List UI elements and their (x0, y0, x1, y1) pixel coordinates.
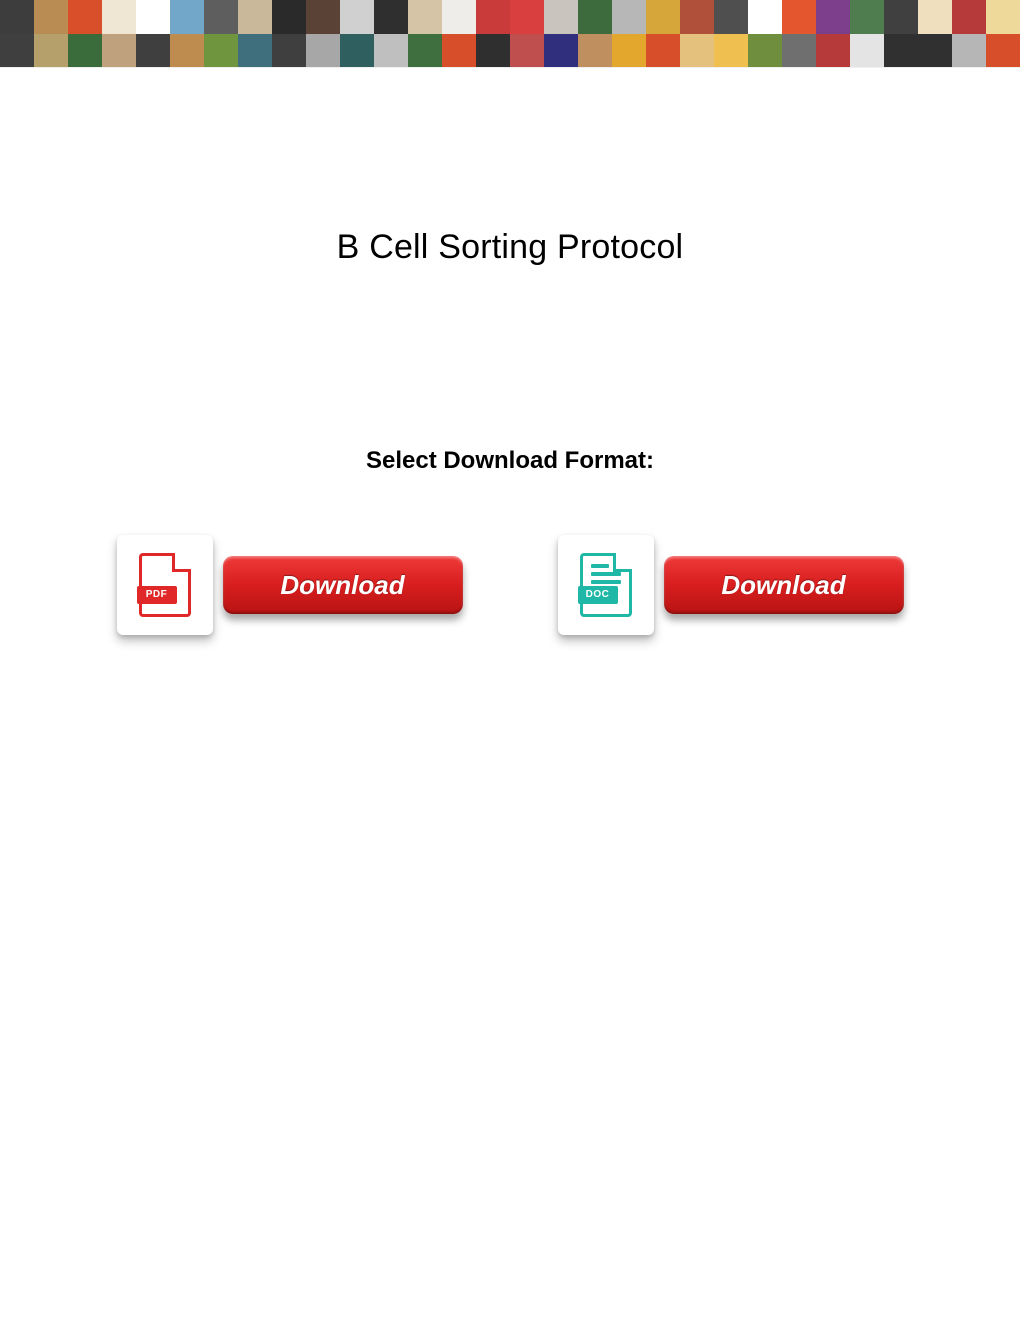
download-option-pdf[interactable]: PDF Download (117, 535, 463, 635)
banner-thumbnail-strip (0, 0, 1020, 68)
banner-thumb (850, 34, 884, 68)
download-button-pdf-label: Download (280, 570, 404, 601)
banner-thumb (34, 34, 68, 68)
banner-thumb (0, 0, 34, 34)
banner-thumb (0, 34, 34, 68)
banner-thumb (918, 34, 952, 68)
banner-thumb (782, 34, 816, 68)
banner-thumb (748, 34, 782, 68)
banner-thumb (306, 0, 340, 34)
banner-thumb (680, 0, 714, 34)
doc-file-icon: DOC (580, 553, 632, 617)
banner-thumb (68, 0, 102, 34)
banner-thumb (884, 0, 918, 34)
download-options-row: PDF Download DOC Download (0, 535, 1020, 635)
banner-thumb (884, 34, 918, 68)
banner-thumb (34, 0, 68, 34)
banner-thumb (170, 0, 204, 34)
banner-thumb (578, 0, 612, 34)
banner-thumb (544, 0, 578, 34)
banner-thumb (510, 34, 544, 68)
banner-thumb (68, 34, 102, 68)
banner-thumb (510, 0, 544, 34)
banner-thumb (238, 0, 272, 34)
banner-thumb (612, 34, 646, 68)
banner-thumb (850, 0, 884, 34)
banner-thumb (306, 34, 340, 68)
banner-thumb (340, 0, 374, 34)
banner-thumb (442, 0, 476, 34)
banner-thumb (170, 34, 204, 68)
banner-thumb (748, 0, 782, 34)
banner-thumb (816, 34, 850, 68)
doc-file-badge: DOC (558, 535, 654, 635)
banner-thumb (272, 34, 306, 68)
banner-thumb (952, 0, 986, 34)
banner-thumb (408, 0, 442, 34)
banner-thumb (816, 0, 850, 34)
banner-thumb (102, 0, 136, 34)
banner-thumb (782, 0, 816, 34)
banner-thumb (714, 0, 748, 34)
banner-thumb (136, 34, 170, 68)
banner-thumb (272, 0, 306, 34)
banner-thumb (544, 34, 578, 68)
banner-thumb (408, 34, 442, 68)
banner-thumb (578, 34, 612, 68)
page-title: B Cell Sorting Protocol (0, 228, 1020, 267)
banner-thumb (204, 0, 238, 34)
pdf-file-badge: PDF (117, 535, 213, 635)
banner-thumb (952, 34, 986, 68)
banner-thumb (612, 0, 646, 34)
banner-thumb (476, 0, 510, 34)
banner-thumb (986, 0, 1020, 34)
banner-thumb (374, 34, 408, 68)
banner-thumb (476, 34, 510, 68)
select-format-heading: Select Download Format: (0, 447, 1020, 475)
download-button-pdf[interactable]: Download (223, 556, 463, 614)
banner-thumb (442, 34, 476, 68)
download-option-doc[interactable]: DOC Download (558, 535, 904, 635)
pdf-file-icon: PDF (139, 553, 191, 617)
banner-thumb (340, 34, 374, 68)
download-button-doc[interactable]: Download (664, 556, 904, 614)
pdf-icon-label: PDF (137, 586, 177, 604)
banner-thumb (374, 0, 408, 34)
banner-thumb (680, 34, 714, 68)
banner-thumb (646, 34, 680, 68)
download-button-doc-label: Download (721, 570, 845, 601)
banner-thumb (136, 0, 170, 34)
banner-thumb (918, 0, 952, 34)
doc-icon-label: DOC (578, 586, 618, 604)
banner-thumb (646, 0, 680, 34)
banner-thumb (102, 34, 136, 68)
banner-thumb (986, 34, 1020, 68)
doc-icon-lines (591, 564, 621, 588)
banner-thumb (714, 34, 748, 68)
banner-thumb (238, 34, 272, 68)
banner-thumb (204, 34, 238, 68)
